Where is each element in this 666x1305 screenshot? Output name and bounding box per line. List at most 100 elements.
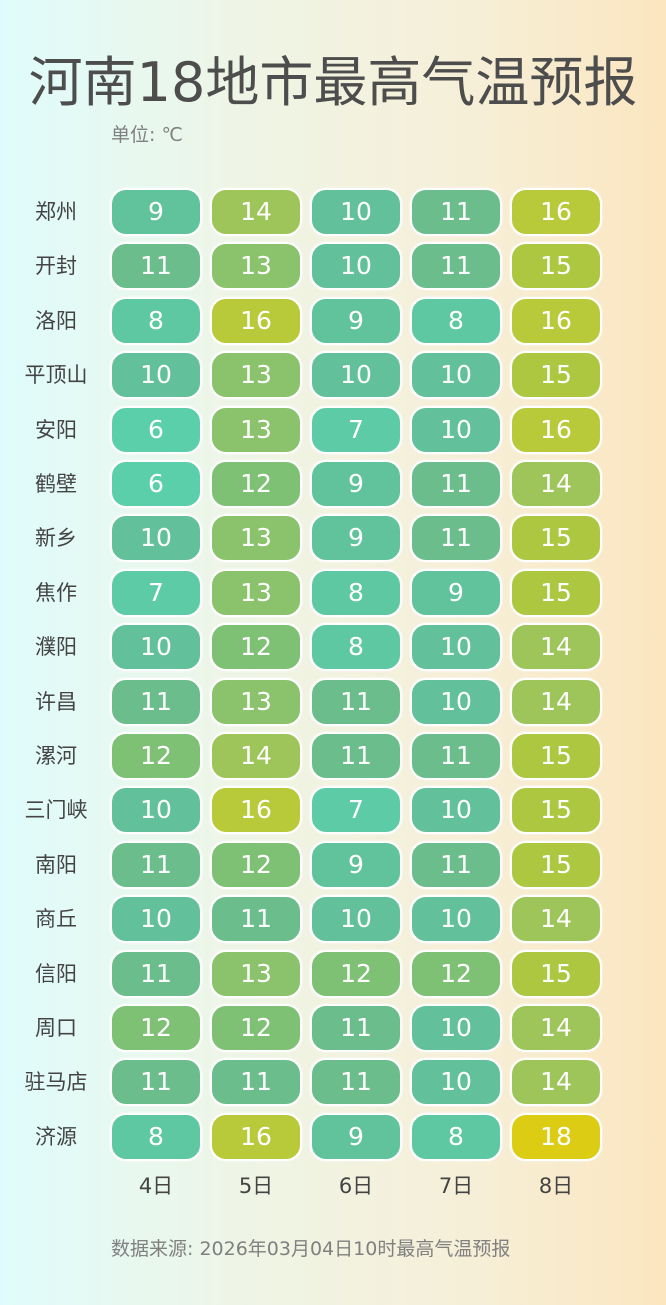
temperature-cell: 11 — [310, 677, 402, 726]
temperature-cell: 10 — [410, 1058, 502, 1107]
heatmap-row: 开封 11 13 10 11 15 — [0, 240, 666, 294]
city-label: 南阳 — [35, 852, 77, 877]
temperature-cell: 10 — [110, 786, 202, 835]
temperature-cell: 14 — [510, 1058, 602, 1107]
temperature-cell: 12 — [210, 623, 302, 672]
heatmap-row: 驻马店 11 11 11 10 14 — [0, 1056, 666, 1110]
temperature-cell: 10 — [410, 895, 502, 944]
temperature-cell: 14 — [510, 677, 602, 726]
temperature-cell: 10 — [410, 1004, 502, 1052]
temperature-cell: 11 — [110, 242, 202, 291]
temperature-cell: 10 — [110, 351, 202, 400]
temperature-cell: 13 — [210, 351, 302, 400]
temperature-cell: 10 — [110, 623, 202, 672]
temperature-cell: 8 — [110, 296, 202, 345]
city-label: 三门峡 — [24, 798, 88, 823]
temperature-cell: 11 — [410, 514, 502, 563]
temperature-cell: 15 — [510, 242, 602, 291]
temperature-cell: 10 — [410, 351, 502, 400]
temperature-cell: 16 — [510, 296, 602, 345]
temperature-cell: 12 — [210, 840, 302, 889]
temperature-cell: 13 — [210, 514, 302, 563]
temperature-cell: 12 — [210, 1004, 302, 1052]
heatmap-row: 焦作 7 13 8 9 15 — [0, 567, 666, 621]
heatmap-row: 洛阳 8 16 9 8 16 — [0, 295, 666, 349]
city-label: 新乡 — [35, 526, 77, 551]
temperature-cell: 15 — [510, 351, 602, 400]
temperature-cell: 15 — [510, 949, 602, 998]
temperature-cell: 9 — [310, 460, 402, 508]
temperature-cell: 12 — [410, 949, 502, 998]
temperature-cell: 16 — [510, 405, 602, 454]
temperature-cell: 9 — [310, 1112, 402, 1161]
heatmap-row: 郑州 9 14 10 11 16 — [0, 186, 666, 240]
temperature-cell: 14 — [510, 623, 602, 672]
temperature-cell: 12 — [110, 732, 202, 780]
temperature-cell: 12 — [210, 460, 302, 508]
temperature-cell: 11 — [410, 242, 502, 291]
heatmap-row: 漯河 12 14 11 11 15 — [0, 730, 666, 784]
temperature-cell: 10 — [110, 895, 202, 944]
day-label: 4日 — [138, 1174, 174, 1198]
day-label: 5日 — [238, 1174, 274, 1198]
day-label: 7日 — [438, 1174, 474, 1198]
temperature-cell: 11 — [210, 895, 302, 944]
heatmap-row: 商丘 10 11 10 10 14 — [0, 893, 666, 947]
heatmap-row: 濮阳 10 12 8 10 14 — [0, 621, 666, 675]
city-label: 开封 — [35, 254, 77, 279]
temperature-cell: 10 — [310, 351, 402, 400]
city-label: 商丘 — [35, 907, 77, 932]
temperature-cell: 9 — [310, 296, 402, 345]
temperature-cell: 16 — [510, 188, 602, 236]
data-source-note: 数据来源: 2026年03月04日10时最高气温预报 — [111, 1238, 511, 1260]
city-label: 洛阳 — [35, 308, 77, 333]
temperature-cell: 13 — [210, 242, 302, 291]
temperature-cell: 11 — [110, 840, 202, 889]
temperature-cell: 11 — [410, 188, 502, 236]
city-label: 济源 — [35, 1124, 77, 1149]
city-label: 驻马店 — [24, 1070, 88, 1095]
chart-title: 河南18地市最高气温预报 — [28, 51, 638, 114]
temperature-cell: 8 — [310, 568, 402, 617]
unit-label: 单位: ℃ — [111, 124, 183, 146]
heatmap-row: 信阳 11 13 12 12 15 — [0, 948, 666, 1002]
heatmap-row: 新乡 10 13 9 11 15 — [0, 512, 666, 566]
temperature-cell: 10 — [310, 188, 402, 236]
temperature-cell: 16 — [210, 786, 302, 835]
temperature-cell: 12 — [110, 1004, 202, 1052]
temperature-cell: 15 — [510, 514, 602, 563]
temperature-cell: 14 — [510, 1004, 602, 1052]
temperature-cell: 13 — [210, 949, 302, 998]
city-label: 漯河 — [35, 744, 77, 768]
temperature-cell: 7 — [110, 568, 202, 617]
heatmap-row: 鹤壁 6 12 9 11 14 — [0, 458, 666, 512]
temperature-cell: 9 — [410, 568, 502, 617]
heatmap-row: 南阳 11 12 9 11 15 — [0, 839, 666, 893]
city-label: 信阳 — [35, 961, 77, 986]
temperature-cell: 11 — [110, 1058, 202, 1107]
city-label: 郑州 — [35, 200, 77, 224]
city-label: 周口 — [35, 1016, 77, 1040]
temperature-cell: 10 — [410, 677, 502, 726]
temperature-cell: 8 — [110, 1112, 202, 1161]
day-label: 6日 — [338, 1174, 374, 1198]
temperature-cell: 11 — [410, 840, 502, 889]
temperature-cell: 10 — [310, 242, 402, 291]
temperature-cell: 18 — [510, 1112, 602, 1161]
temperature-cell: 6 — [110, 405, 202, 454]
heatmap-row: 济源 8 16 9 8 18 — [0, 1111, 666, 1165]
city-label: 平顶山 — [24, 363, 88, 388]
temperature-cell: 13 — [210, 677, 302, 726]
temperature-cell: 14 — [510, 460, 602, 508]
temperature-cell: 15 — [510, 840, 602, 889]
city-label: 安阳 — [35, 417, 77, 442]
temperature-cell: 15 — [510, 732, 602, 780]
temperature-cell: 9 — [310, 514, 402, 563]
temperature-cell: 10 — [410, 405, 502, 454]
temperature-cell: 8 — [410, 1112, 502, 1161]
temperature-cell: 10 — [310, 895, 402, 944]
temperature-cell: 13 — [210, 405, 302, 454]
temperature-cell: 7 — [310, 786, 402, 835]
temperature-cell: 8 — [410, 296, 502, 345]
temperature-cell: 10 — [410, 623, 502, 672]
